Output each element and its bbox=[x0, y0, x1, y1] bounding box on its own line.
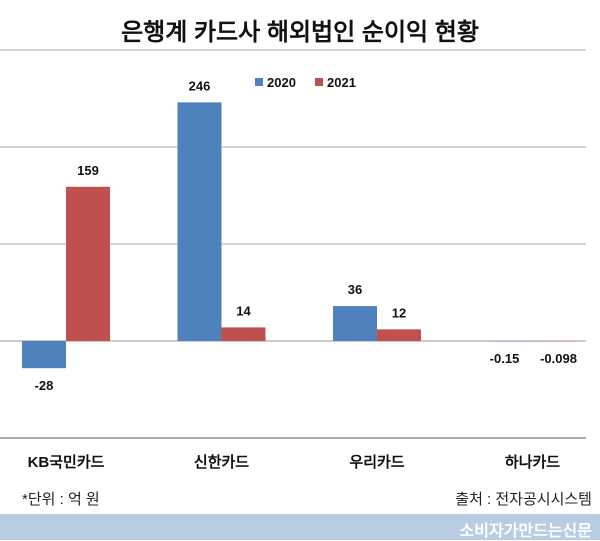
source-note: 출처 : 전자공시시스템 bbox=[455, 491, 592, 508]
bar-chart: KB국민카드 -28 159 신한카드 246 14 우리카드 36 12 하나카드 -0.15 -0… bbox=[0, 49, 586, 471]
unit-note: *단위 : 억 원 bbox=[22, 491, 100, 508]
legend-swatch bbox=[255, 78, 263, 86]
bar-2021 bbox=[221, 327, 266, 341]
bar-2021 bbox=[66, 186, 110, 341]
category-label: 신한카드 bbox=[194, 454, 249, 471]
bar-2021 bbox=[532, 341, 577, 342]
data-label: -0.098 bbox=[540, 351, 577, 366]
legend-label: 2021 bbox=[327, 75, 356, 90]
data-label: 36 bbox=[348, 282, 362, 297]
bar-2021 bbox=[377, 329, 421, 341]
legend-label: 2020 bbox=[267, 75, 296, 90]
data-label: -0.15 bbox=[490, 351, 520, 366]
data-label: -28 bbox=[35, 378, 54, 393]
category-label: KB국민카드 bbox=[28, 454, 105, 471]
brand-label: 소비자가만드는신문 bbox=[459, 523, 592, 540]
category-label: 하나카드 bbox=[505, 454, 560, 471]
footer-bar: 소비자가만드는신문 bbox=[0, 514, 600, 540]
chart-title: 은행계 카드사 해외법인 순이익 현황 bbox=[121, 19, 479, 46]
data-label: 246 bbox=[189, 78, 211, 93]
bar-2020 bbox=[22, 341, 66, 369]
data-label: 14 bbox=[236, 303, 251, 318]
bar-2020 bbox=[333, 306, 377, 341]
bar-2020 bbox=[177, 102, 222, 341]
data-label: 12 bbox=[392, 305, 406, 320]
category-label: 우리카드 bbox=[349, 454, 404, 471]
data-label: 159 bbox=[77, 163, 99, 178]
bar-2020 bbox=[488, 341, 533, 342]
legend-swatch bbox=[315, 78, 323, 86]
